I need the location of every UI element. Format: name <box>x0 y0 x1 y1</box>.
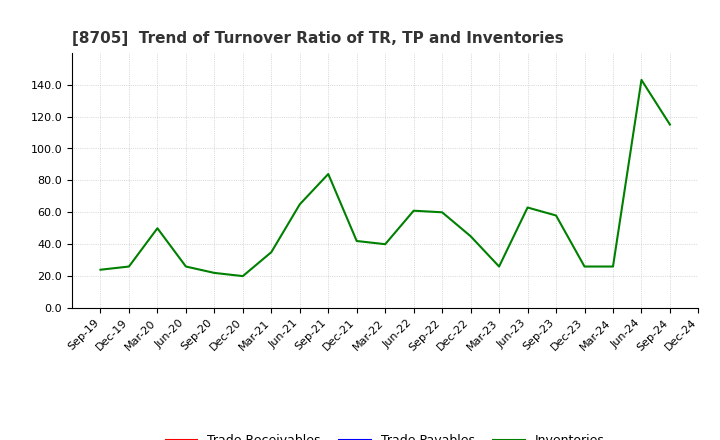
Inventories <box>210 270 219 275</box>
Inventories <box>438 209 446 215</box>
Inventories <box>238 273 247 279</box>
Inventories <box>295 202 304 207</box>
Inventories <box>125 264 133 269</box>
Inventories <box>410 208 418 213</box>
Inventories <box>153 226 162 231</box>
Inventories <box>181 264 190 269</box>
Inventories <box>381 242 390 247</box>
Inventories <box>552 213 560 218</box>
Inventories <box>665 122 674 127</box>
Inventories <box>523 205 532 210</box>
Inventories <box>324 171 333 176</box>
Inventories <box>495 264 503 269</box>
Inventories <box>96 267 105 272</box>
Legend: Trade Receivables, Trade Payables, Inventories: Trade Receivables, Trade Payables, Inven… <box>161 429 610 440</box>
Text: [8705]  Trend of Turnover Ratio of TR, TP and Inventories: [8705] Trend of Turnover Ratio of TR, TP… <box>72 31 564 46</box>
Inventories <box>580 264 589 269</box>
Inventories <box>352 238 361 244</box>
Inventories <box>467 234 475 239</box>
Inventories <box>637 77 646 83</box>
Inventories <box>267 249 276 255</box>
Line: Inventories: Inventories <box>101 80 670 276</box>
Inventories <box>608 264 617 269</box>
